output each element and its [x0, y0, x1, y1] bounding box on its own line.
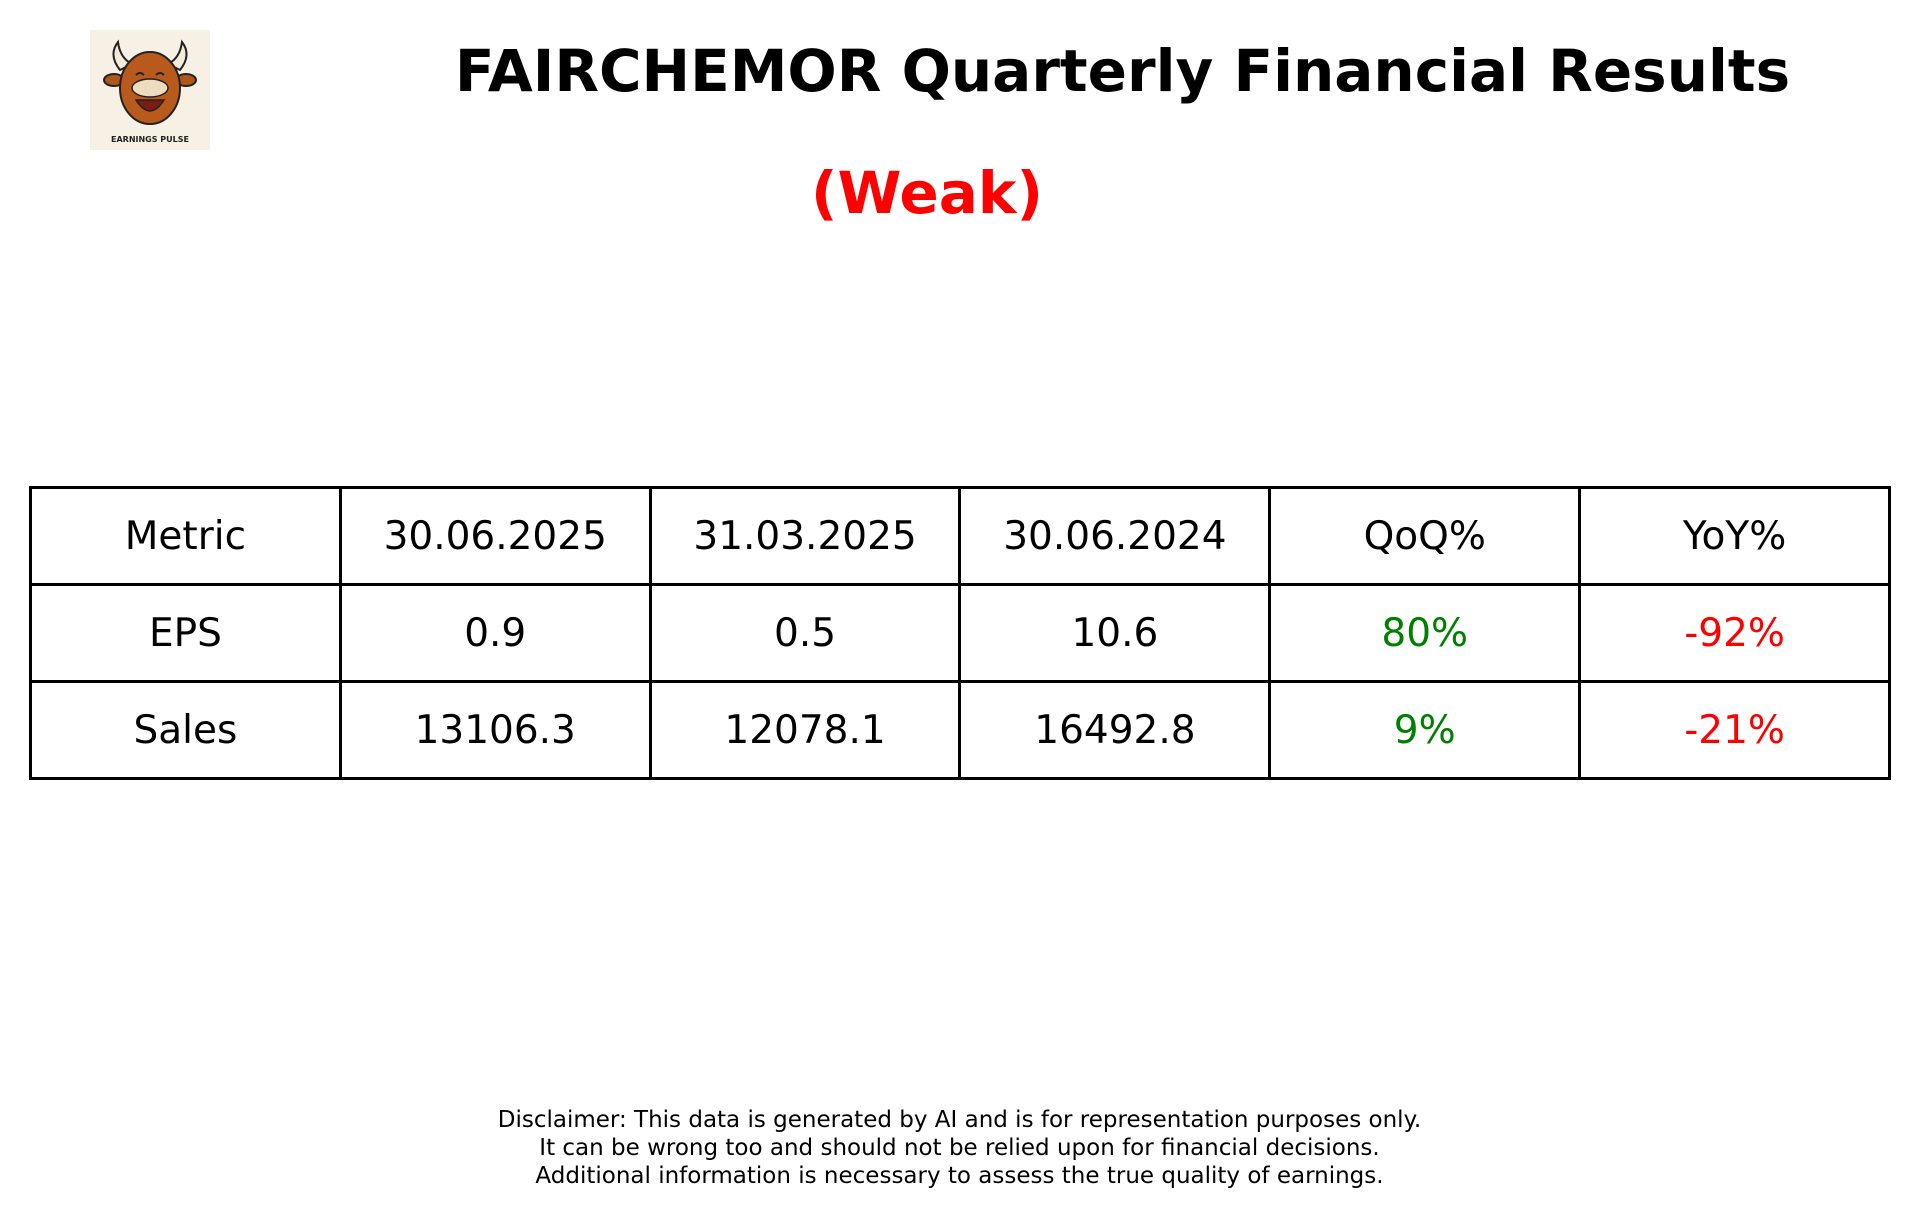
logo-text: EARNINGS PULSE: [111, 135, 189, 144]
value-cell: 0.5: [648, 583, 962, 683]
disclaimer-line: Additional information is necessary to a…: [535, 1163, 1384, 1189]
disclaimer-line: It can be wrong too and should not be re…: [539, 1135, 1380, 1161]
earnings-pulse-logo: EARNINGS PULSE: [90, 30, 210, 150]
disclaimer-line: Disclaimer: This data is generated by AI…: [497, 1107, 1422, 1133]
value-cell: 0.9: [338, 583, 652, 683]
bull-icon: EARNINGS PULSE: [103, 39, 197, 144]
header-cell: 30.06.2025: [338, 486, 652, 586]
yoy-cell: -92%: [1578, 583, 1891, 683]
header-cell: Metric: [29, 486, 342, 586]
page-title: FAIRCHEMOR Quarterly Financial Results: [454, 37, 1791, 105]
table-header-row: Metric 30.06.2025 31.03.2025 30.06.2024 …: [29, 486, 1891, 586]
disclaimer: Disclaimer: This data is generated by AI…: [0, 1106, 1919, 1190]
table-row: Sales 13106.3 12078.1 16492.8 9% -21%: [29, 680, 1891, 780]
rating-label: (Weak): [811, 159, 1043, 227]
value-cell: 10.6: [958, 583, 1272, 683]
results-table: Metric 30.06.2025 31.03.2025 30.06.2024 …: [29, 486, 1891, 780]
qoq-cell: 9%: [1268, 680, 1582, 780]
metric-cell: Sales: [29, 680, 342, 780]
header-cell: 30.06.2024: [958, 486, 1272, 586]
qoq-cell: 80%: [1268, 583, 1582, 683]
value-cell: 13106.3: [338, 680, 652, 780]
yoy-cell: -21%: [1578, 680, 1891, 780]
value-cell: 16492.8: [958, 680, 1272, 780]
header-cell: 31.03.2025: [648, 486, 962, 586]
metric-cell: EPS: [29, 583, 342, 683]
table-row: EPS 0.9 0.5 10.6 80% -92%: [29, 583, 1891, 683]
header-cell: QoQ%: [1268, 486, 1582, 586]
header-cell: YoY%: [1578, 486, 1891, 586]
value-cell: 12078.1: [648, 680, 962, 780]
